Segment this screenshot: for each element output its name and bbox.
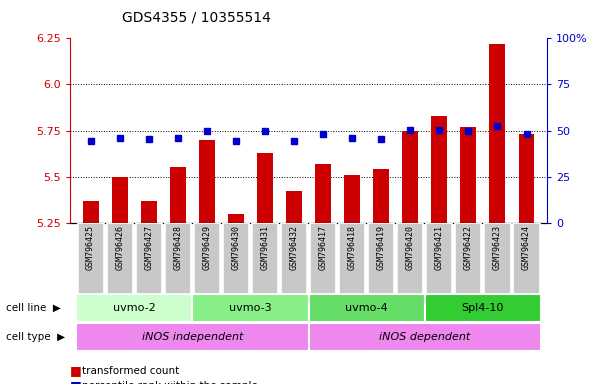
Bar — [344, 175, 360, 223]
Bar — [286, 191, 302, 223]
Text: GSM796432: GSM796432 — [290, 225, 299, 270]
Bar — [373, 169, 389, 223]
Text: GSM796426: GSM796426 — [115, 225, 124, 270]
Text: transformed count: transformed count — [82, 366, 180, 376]
Bar — [310, 223, 336, 294]
Bar — [228, 214, 244, 223]
Text: GSM796430: GSM796430 — [232, 225, 240, 270]
Bar — [78, 223, 104, 294]
Text: GSM796428: GSM796428 — [174, 225, 182, 270]
Bar — [257, 153, 273, 223]
Bar — [397, 223, 423, 294]
Text: uvmo-4: uvmo-4 — [345, 303, 388, 313]
Text: Spl4-10: Spl4-10 — [462, 303, 504, 313]
Text: GSM796418: GSM796418 — [348, 225, 357, 270]
Text: GDS4355 / 10355514: GDS4355 / 10355514 — [122, 11, 271, 25]
Bar — [368, 223, 394, 294]
Text: GSM796429: GSM796429 — [202, 225, 211, 270]
Text: GSM796420: GSM796420 — [406, 225, 415, 270]
Bar — [281, 223, 307, 294]
Bar — [112, 177, 128, 223]
Text: cell line  ▶: cell line ▶ — [6, 303, 61, 313]
Bar — [489, 44, 505, 223]
Text: ■: ■ — [70, 364, 82, 377]
Bar — [519, 134, 535, 223]
Bar — [455, 223, 481, 294]
Bar — [82, 200, 98, 223]
Text: GSM796422: GSM796422 — [464, 225, 473, 270]
Bar — [402, 131, 419, 223]
Text: cell type  ▶: cell type ▶ — [6, 332, 65, 342]
Text: iNOS dependent: iNOS dependent — [379, 332, 470, 342]
Text: GSM796431: GSM796431 — [260, 225, 269, 270]
Text: GSM796424: GSM796424 — [522, 225, 531, 270]
Bar — [223, 223, 249, 294]
Bar — [192, 295, 309, 322]
Text: GSM796421: GSM796421 — [435, 225, 444, 270]
Bar — [252, 223, 278, 294]
Text: ■: ■ — [70, 379, 82, 384]
Bar — [485, 223, 511, 294]
Text: uvmo-3: uvmo-3 — [229, 303, 272, 313]
Text: percentile rank within the sample: percentile rank within the sample — [82, 381, 258, 384]
Bar — [76, 295, 192, 322]
Bar — [431, 116, 447, 223]
Bar — [309, 323, 541, 351]
Bar — [315, 164, 331, 223]
Bar — [199, 140, 215, 223]
Bar — [76, 323, 309, 351]
Bar — [165, 223, 191, 294]
Bar — [170, 167, 186, 223]
Bar — [425, 295, 541, 322]
Text: GSM796423: GSM796423 — [493, 225, 502, 270]
Text: GSM796425: GSM796425 — [86, 225, 95, 270]
Text: iNOS independent: iNOS independent — [142, 332, 243, 342]
Bar — [141, 200, 156, 223]
Bar — [461, 127, 477, 223]
Text: GSM796419: GSM796419 — [377, 225, 386, 270]
Bar — [194, 223, 220, 294]
Text: GSM796417: GSM796417 — [318, 225, 327, 270]
Text: uvmo-2: uvmo-2 — [113, 303, 156, 313]
Bar — [339, 223, 365, 294]
Text: GSM796427: GSM796427 — [144, 225, 153, 270]
Bar — [106, 223, 133, 294]
Bar — [426, 223, 452, 294]
Bar — [136, 223, 162, 294]
Bar — [513, 223, 540, 294]
Bar — [309, 295, 425, 322]
